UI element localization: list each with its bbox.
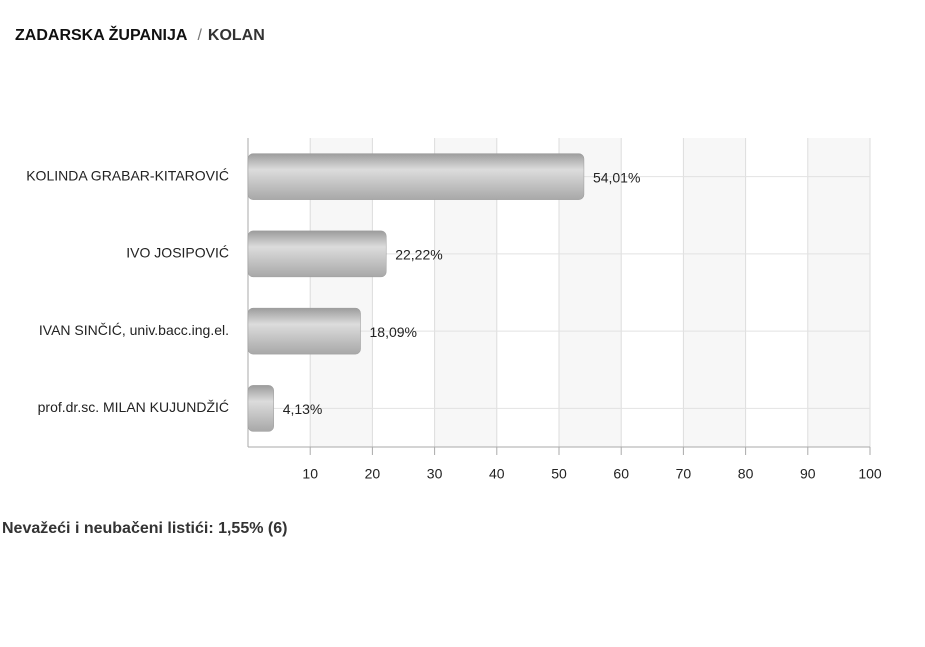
x-tick-label: 50	[551, 466, 567, 482]
value-label: 22,22%	[395, 247, 442, 263]
bar	[247, 153, 585, 200]
y-tick-label: IVO JOSIPOVIĆ	[126, 245, 229, 261]
value-label: 18,09%	[370, 324, 417, 340]
bar	[247, 307, 361, 355]
x-tick-label: 20	[365, 466, 381, 482]
value-label: 4,13%	[283, 401, 323, 417]
place[interactable]: KOLAN	[207, 27, 265, 44]
x-tick-label: 30	[427, 466, 443, 482]
x-tick-label: 60	[613, 466, 629, 482]
x-tick-label: 10	[302, 466, 318, 482]
x-tick-label: 70	[676, 466, 692, 482]
y-tick-label: IVAN SINČIĆ, univ.bacc.ing.el.	[39, 322, 229, 338]
x-tick-label: 100	[858, 466, 882, 482]
x-tick-label: 40	[489, 466, 505, 482]
plot-band	[807, 138, 870, 447]
bar	[247, 385, 274, 432]
separator: /	[197, 27, 202, 44]
value-label: 54,01%	[593, 169, 640, 185]
bar	[247, 230, 387, 278]
breadcrumb: ZADARSKA ŽUPANIJA / KOLAN	[15, 27, 265, 45]
region[interactable]: ZADARSKA ŽUPANIJA	[15, 27, 188, 44]
footer-note: Nevažeći i neubačeni listići: 1,55% (6)	[2, 520, 288, 537]
y-tick-label: KOLINDA GRABAR-KITAROVIĆ	[26, 167, 229, 183]
plot-band	[683, 138, 746, 447]
x-tick-label: 80	[738, 466, 754, 482]
y-tick-label: prof.dr.sc. MILAN KUJUNDŽIĆ	[38, 399, 229, 415]
x-tick-label: 90	[800, 466, 816, 482]
